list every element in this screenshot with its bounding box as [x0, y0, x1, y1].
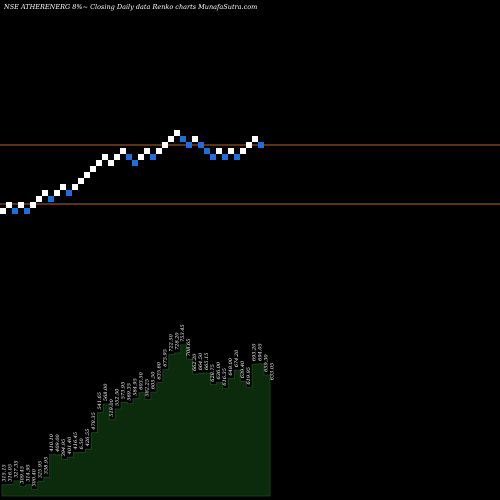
price-label: 633.05	[270, 363, 276, 381]
renko-brick	[222, 154, 228, 160]
price-label: 315.15	[2, 464, 8, 482]
price-label: 416.45	[73, 432, 79, 451]
price-labels: 315.15 316.05 327.35 309.45 314.95 300.40 325.…	[2, 324, 276, 486]
reference-lines	[0, 144, 500, 205]
renko-brick	[6, 202, 12, 208]
price-label: 314.95	[25, 464, 31, 482]
renko-brick	[252, 136, 258, 142]
price-label: 662.20	[192, 353, 198, 371]
renko-brick	[72, 184, 78, 190]
price-label: 664.50	[198, 352, 204, 370]
price-label: 639.40	[240, 360, 246, 378]
price-label: 409.00	[55, 433, 61, 452]
renko-brick	[102, 154, 108, 160]
chart-title: NSE ATHERENERG 8%~ Closing Daily data Re…	[3, 3, 257, 11]
price-label: 659.30	[264, 354, 270, 372]
renko-brick	[210, 154, 216, 160]
renko-brick	[240, 148, 246, 154]
price-label: 616.35	[222, 368, 228, 386]
renko-brick	[186, 142, 192, 148]
price-label: 708.65	[186, 339, 192, 357]
price-label: 300.40	[31, 468, 37, 486]
renko-brick	[138, 154, 144, 160]
price-label: 426.55	[85, 429, 91, 448]
renko-brick	[228, 148, 234, 154]
price-label: 722.50	[168, 333, 174, 351]
renko-brick	[258, 142, 264, 148]
renko-brick	[0, 208, 6, 214]
price-label: 478.35	[91, 412, 97, 431]
price-label: 519.00	[109, 398, 115, 416]
price-label: 636.00	[216, 361, 222, 379]
renko-brick	[78, 178, 84, 184]
price-label: 325.95	[37, 461, 43, 479]
price-label: 665.15	[204, 353, 210, 371]
price-label: 309.45	[19, 466, 25, 484]
renko-brick	[108, 160, 114, 166]
price-label: 582.25	[145, 379, 151, 397]
renko-brick	[168, 136, 174, 142]
price-label: 338.95	[43, 457, 49, 475]
renko-brick	[54, 190, 60, 196]
price-label: 693.20	[252, 343, 258, 361]
renko-brick	[90, 166, 96, 172]
renko-brick	[150, 154, 156, 160]
renko-brick	[114, 154, 120, 160]
renko-brick	[66, 190, 72, 196]
renko-brick	[60, 184, 66, 190]
price-label: 569.35	[127, 383, 133, 401]
renko-brick	[198, 142, 204, 148]
price-label: 635.60	[156, 361, 162, 379]
renko-brick	[36, 196, 42, 202]
renko-brick	[156, 148, 162, 154]
price-label: 568.00	[103, 383, 109, 401]
price-area	[1, 344, 271, 497]
renko-brick	[144, 148, 150, 154]
renko-brick	[96, 160, 102, 166]
price-label: 628.75	[210, 364, 216, 382]
price-area-fill	[1, 344, 271, 497]
price-label: 605.50	[151, 371, 157, 389]
price-label: 753.45	[180, 324, 186, 342]
price-label: 552.50	[115, 388, 121, 406]
renko-brick	[180, 136, 186, 142]
price-label: 573.95	[121, 382, 127, 400]
price-label: 619.95	[246, 367, 252, 385]
price-label: 694.05	[258, 343, 264, 361]
renko-brick	[204, 148, 210, 154]
price-label: 728.20	[174, 332, 180, 350]
renko-bricks	[0, 130, 264, 214]
renko-brick	[120, 148, 126, 154]
price-label: 410.10	[49, 433, 55, 452]
renko-brick	[42, 190, 48, 196]
price-label: 6.50	[79, 437, 85, 449]
renko-brick	[174, 130, 180, 136]
price-label: 674.20	[234, 349, 240, 367]
price-label: 394.95	[61, 439, 67, 457]
price-label: 401.40	[67, 436, 73, 455]
renko-brick	[18, 202, 24, 208]
renko-brick	[246, 142, 252, 148]
price-label: 675.95	[162, 349, 168, 367]
renko-brick	[126, 154, 132, 160]
renko-brick	[12, 208, 18, 214]
renko-brick	[30, 202, 36, 208]
price-label: 327.35	[14, 460, 20, 478]
renko-brick	[48, 196, 54, 202]
price-label: 541.65	[97, 392, 103, 410]
renko-brick	[132, 160, 138, 166]
renko-brick	[234, 154, 240, 160]
renko-brick	[162, 142, 168, 148]
price-label: 603.50	[139, 371, 145, 389]
renko-brick	[24, 208, 30, 214]
renko-brick	[192, 136, 198, 142]
renko-brick	[216, 148, 222, 154]
renko-brick	[84, 172, 90, 178]
price-label: 316.05	[8, 464, 14, 482]
price-label: 648.00	[228, 357, 234, 375]
price-label: 584.95	[133, 378, 139, 396]
